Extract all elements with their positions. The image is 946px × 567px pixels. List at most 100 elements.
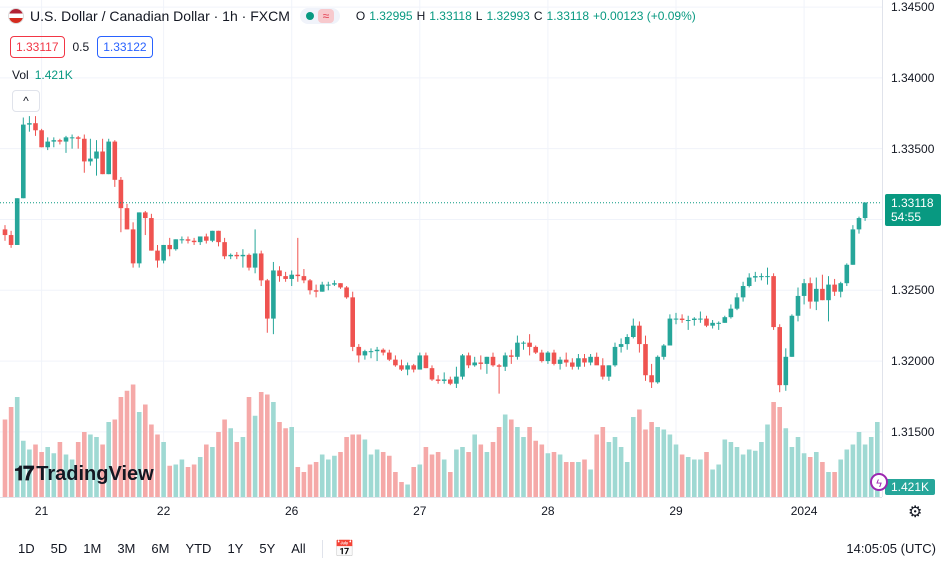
volume-bar [527,427,532,497]
candle-body [576,358,581,367]
candle-body [319,284,325,292]
volume-bar [82,432,87,497]
candle-body [454,376,459,384]
candle-body [240,254,246,257]
volume-legend[interactable]: Vol 1.421K [12,68,73,82]
volume-bar [27,449,32,497]
candle-body [387,352,392,360]
volume-bar [326,459,331,497]
candle-body [399,365,404,370]
volume-bar [356,434,362,497]
calendar-icon[interactable]: 📅 [334,540,355,558]
candle-body [466,355,471,366]
volume-bar [710,469,715,497]
spread-value: 0.5 [72,40,90,54]
low-label: L [475,9,483,23]
volume-bar [838,459,843,497]
volume-bar [502,414,508,497]
candle-body [405,365,410,370]
volume-bar [283,428,288,497]
price-axis[interactable]: 1.345001.340001.335001.330001.325001.320… [882,0,946,497]
candle-body [832,284,837,292]
volume-bar [387,455,392,497]
candle-body [746,277,752,287]
candle-body [106,141,111,175]
range-button-5y[interactable]: 5Y [259,541,276,556]
volume-bar [649,422,654,497]
volume-bar [234,442,240,497]
volume-bar [606,442,612,497]
buy-button[interactable]: 1.33122 [97,36,153,58]
symbol-title[interactable]: U.S. Dollar / Canadian Dollar · 1h · FXC… [30,8,290,24]
volume-bar [380,452,386,497]
candle-body [204,236,209,241]
volume-bar [435,452,441,497]
candle-body [234,254,240,257]
candle-body [502,355,508,367]
candle-body [448,379,453,384]
volume-bar [88,434,93,497]
time-tick-label: 21 [34,504,49,518]
range-button-1d[interactable]: 1D [18,541,35,556]
volume-bar [515,427,520,497]
candle-body [118,179,124,209]
volume-bar [191,464,197,497]
range-button-3m[interactable]: 3M [117,541,136,556]
volume-bar [423,447,429,497]
lightning-icon[interactable]: ϟ [870,473,888,491]
candle-body [252,253,258,268]
time-axis[interactable]: 21 22 26 27 28 29 2024 [0,497,882,528]
volume-bar [228,428,233,497]
range-button-5d[interactable]: 5D [50,541,68,556]
candlestick-chart[interactable] [0,0,882,497]
candle-body [740,286,746,298]
candle-body [570,362,575,367]
candle-body [826,284,831,301]
volume-bar [618,447,624,497]
candle-body [606,365,612,377]
chevron-up-icon[interactable]: ^ [12,90,40,112]
candle-body [271,270,276,319]
volume-bar [222,419,227,497]
candle-body [441,379,447,381]
candle-body [551,352,557,364]
market-status[interactable]: ≈ [299,8,340,24]
candle-body [692,318,697,321]
volume-bar [417,464,423,497]
high-value: 1.33118 [429,9,472,23]
candle-body [655,356,660,383]
candle-body [33,123,38,131]
tradingview-logo[interactable]: 𝟏𝟕 TradingView [14,463,154,486]
candle-body [588,356,593,363]
volume-bar [118,397,124,497]
candle-body [435,379,441,381]
range-button-all[interactable]: All [291,541,306,556]
volume-bar [33,444,38,497]
chart-area[interactable] [0,0,882,497]
sell-button[interactable]: 1.33117 [10,36,65,58]
volume-bar [63,454,69,497]
high-label: H [416,9,426,23]
volume-bar [130,384,136,497]
time-tick-label: 2024 [790,504,818,518]
volume-bar [490,442,496,497]
range-button-6m[interactable]: 6M [151,541,170,556]
range-button-1y[interactable]: 1Y [227,541,244,556]
volume-bar [820,462,825,497]
settings-icon[interactable]: ⚙ [908,504,923,521]
volume-bar [496,427,502,497]
volume-bar [289,427,294,497]
clock[interactable]: 14:05:05 (UTC) [846,541,936,556]
candle-body [356,346,362,356]
candle-body [716,322,721,324]
range-button-ytd[interactable]: YTD [185,541,212,556]
candle-body [167,244,172,250]
candle-body [844,264,850,284]
volume-bar [734,447,740,497]
range-button-1m[interactable]: 1M [83,541,102,556]
candle-body [332,283,337,285]
candle-body [57,140,63,142]
volume-bar [246,397,252,497]
candle-body [161,244,166,261]
volume-bar [563,462,569,497]
